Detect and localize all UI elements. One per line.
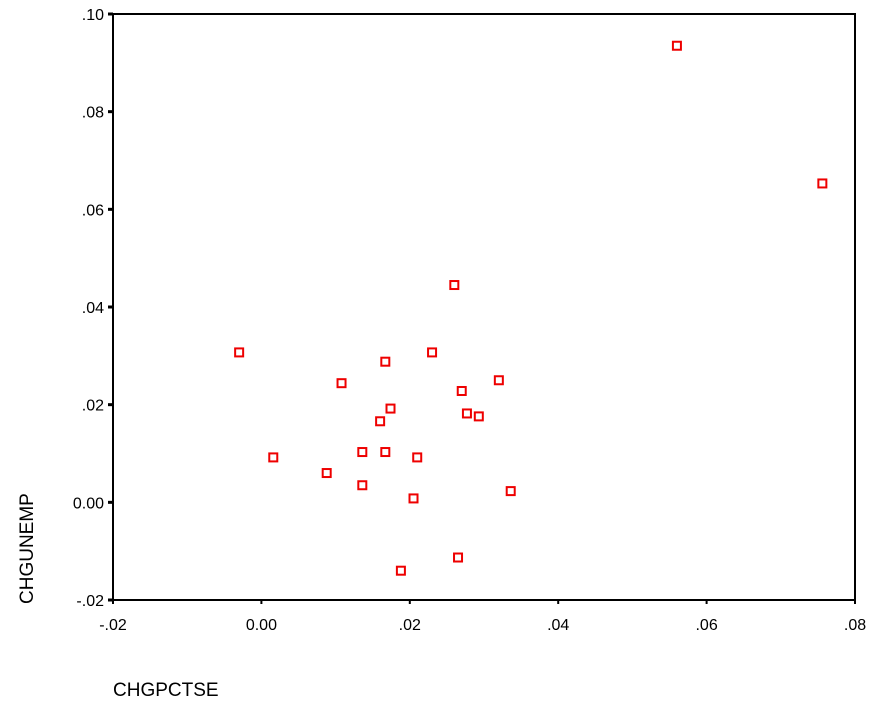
x-axis-label: CHGPCTSE [113, 680, 219, 701]
data-point [357, 447, 368, 458]
data-point [268, 452, 279, 463]
y-tick-label: -.02 [76, 593, 104, 610]
y-axis-label: CHGUNEMP [17, 493, 38, 604]
data-point [234, 347, 245, 358]
data-point [427, 347, 438, 358]
y-axis-ticks: -.02 0.00 .02 .04 .06 .08 .10 [73, 7, 113, 610]
data-point [453, 552, 464, 563]
data-point [493, 375, 504, 386]
y-tick-label: .06 [82, 202, 104, 219]
x-tick-label: .08 [844, 617, 866, 634]
data-point [380, 447, 391, 458]
data-point [375, 416, 386, 427]
data-point [408, 493, 419, 504]
data-point [395, 565, 406, 576]
data-point [380, 356, 391, 367]
data-point [357, 480, 368, 491]
data-point [336, 378, 347, 389]
y-tick-label: .08 [82, 105, 104, 122]
data-point [461, 408, 472, 419]
y-tick-label: .04 [82, 300, 104, 317]
data-point [671, 40, 682, 51]
x-tick-label: -.02 [99, 617, 127, 634]
x-axis-ticks: -.02 0.00 .02 .04 .06 .08 [99, 600, 866, 634]
data-point [321, 468, 332, 479]
data-point [456, 385, 467, 396]
data-point [412, 452, 423, 463]
data-point [473, 411, 484, 422]
y-tick-label: .02 [82, 398, 104, 415]
y-tick-label: 0.00 [73, 495, 104, 512]
x-tick-label: .02 [399, 617, 421, 634]
data-point [449, 280, 460, 291]
x-tick-label: .04 [547, 617, 569, 634]
y-tick-label: .10 [82, 7, 104, 24]
plot-area-frame [112, 13, 856, 601]
data-point [385, 403, 396, 414]
data-points [234, 40, 828, 576]
data-point [505, 486, 516, 497]
data-point [817, 178, 828, 189]
x-tick-label: 0.00 [246, 617, 277, 634]
x-tick-label: .06 [695, 617, 717, 634]
